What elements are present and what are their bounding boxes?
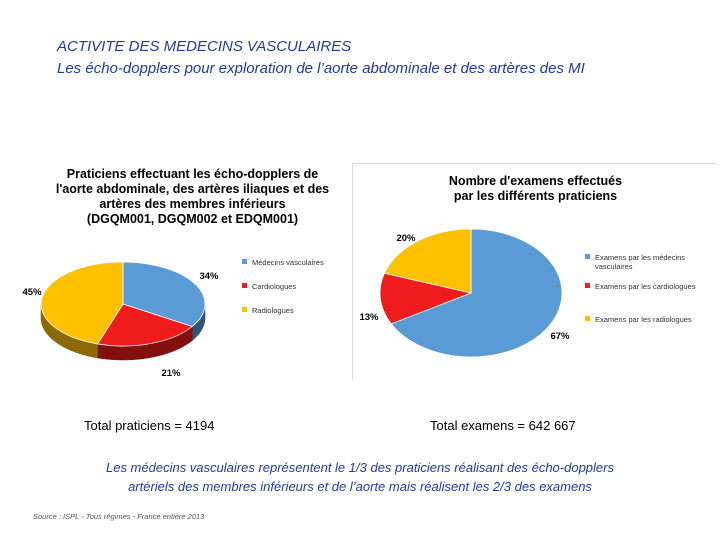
chart-title-line: (DGQM001, DGQM002 et EDQM001) <box>86 212 299 226</box>
legend-swatch <box>585 316 590 321</box>
exams-pie-chart: 67% 13% 20% Examens par les médecinsvascula… <box>359 228 696 358</box>
pie-slice <box>379 272 473 325</box>
total-exams: Total examens = 642 667 <box>430 418 576 433</box>
chart-title-line: par les différents praticiens <box>453 189 618 203</box>
header: ACTIVITE DES MEDECINS VASCULAIRES Les éc… <box>57 36 585 80</box>
legend-entry: vasculaires <box>595 262 633 271</box>
data-label: 34% <box>199 271 219 282</box>
legend-swatch <box>585 254 590 259</box>
summary-text: Les médecins vasculaires représentent le… <box>40 458 680 496</box>
exams-chart-title: Nombre d'examens effectués par les diffé… <box>353 174 718 204</box>
pie-slice <box>390 228 563 358</box>
legend-swatch <box>242 307 247 312</box>
data-label: 20% <box>396 233 416 244</box>
source-note: Source : ISPL - Tous régimes - France en… <box>33 512 205 521</box>
data-label: 13% <box>359 312 379 323</box>
legend-swatch <box>242 283 247 288</box>
legend-entry: Radiologues <box>252 306 294 315</box>
legend-entry: Examens par les radiologues <box>595 315 692 324</box>
legend-entry: Examens par les cardiologues <box>595 282 696 291</box>
chart-title-line: artères des membres inférieurs <box>99 197 286 211</box>
practitioners-pie-chart: 34% 21% 45% Médecins vasculaires Cardiologue… <box>22 258 324 379</box>
legend-entry: Cardiologues <box>252 282 296 291</box>
chart-title-line: Praticiens effectuant les écho-dopplers … <box>66 167 319 181</box>
data-label: 45% <box>22 287 42 298</box>
chart-title-line: Nombre d'examens effectués <box>448 174 623 188</box>
legend-swatch <box>585 283 590 288</box>
pie-slice <box>96 303 194 347</box>
page-subtitle: Les écho-dopplers pour exploration de l’… <box>57 60 585 77</box>
practitioners-chart-panel: Praticiens effectuant les écho-dopplers … <box>22 163 355 380</box>
practitioners-chart-title: Praticiens effectuant les écho-dopplers … <box>30 167 355 227</box>
pie-slice <box>40 261 124 345</box>
pie-slice <box>383 228 472 294</box>
legend-swatch <box>242 259 247 264</box>
exams-chart-panel: Nombre d'examens effectués par les diffé… <box>352 163 717 380</box>
legend-entry: Examens par les médecins <box>595 253 685 262</box>
data-label: 21% <box>161 368 181 379</box>
total-practitioners: Total praticiens = 4194 <box>84 418 215 433</box>
chart-title-line: l'aorte abdominale, des artères iliaques… <box>55 182 330 196</box>
summary-line: Les médecins vasculaires représentent le… <box>105 460 614 475</box>
data-label: 67% <box>550 331 570 342</box>
summary-line: artériels des membres inférieurs et de l… <box>128 479 592 494</box>
legend-entry: Médecins vasculaires <box>252 258 324 267</box>
page-title: ACTIVITE DES MEDECINS VASCULAIRES <box>57 38 352 55</box>
